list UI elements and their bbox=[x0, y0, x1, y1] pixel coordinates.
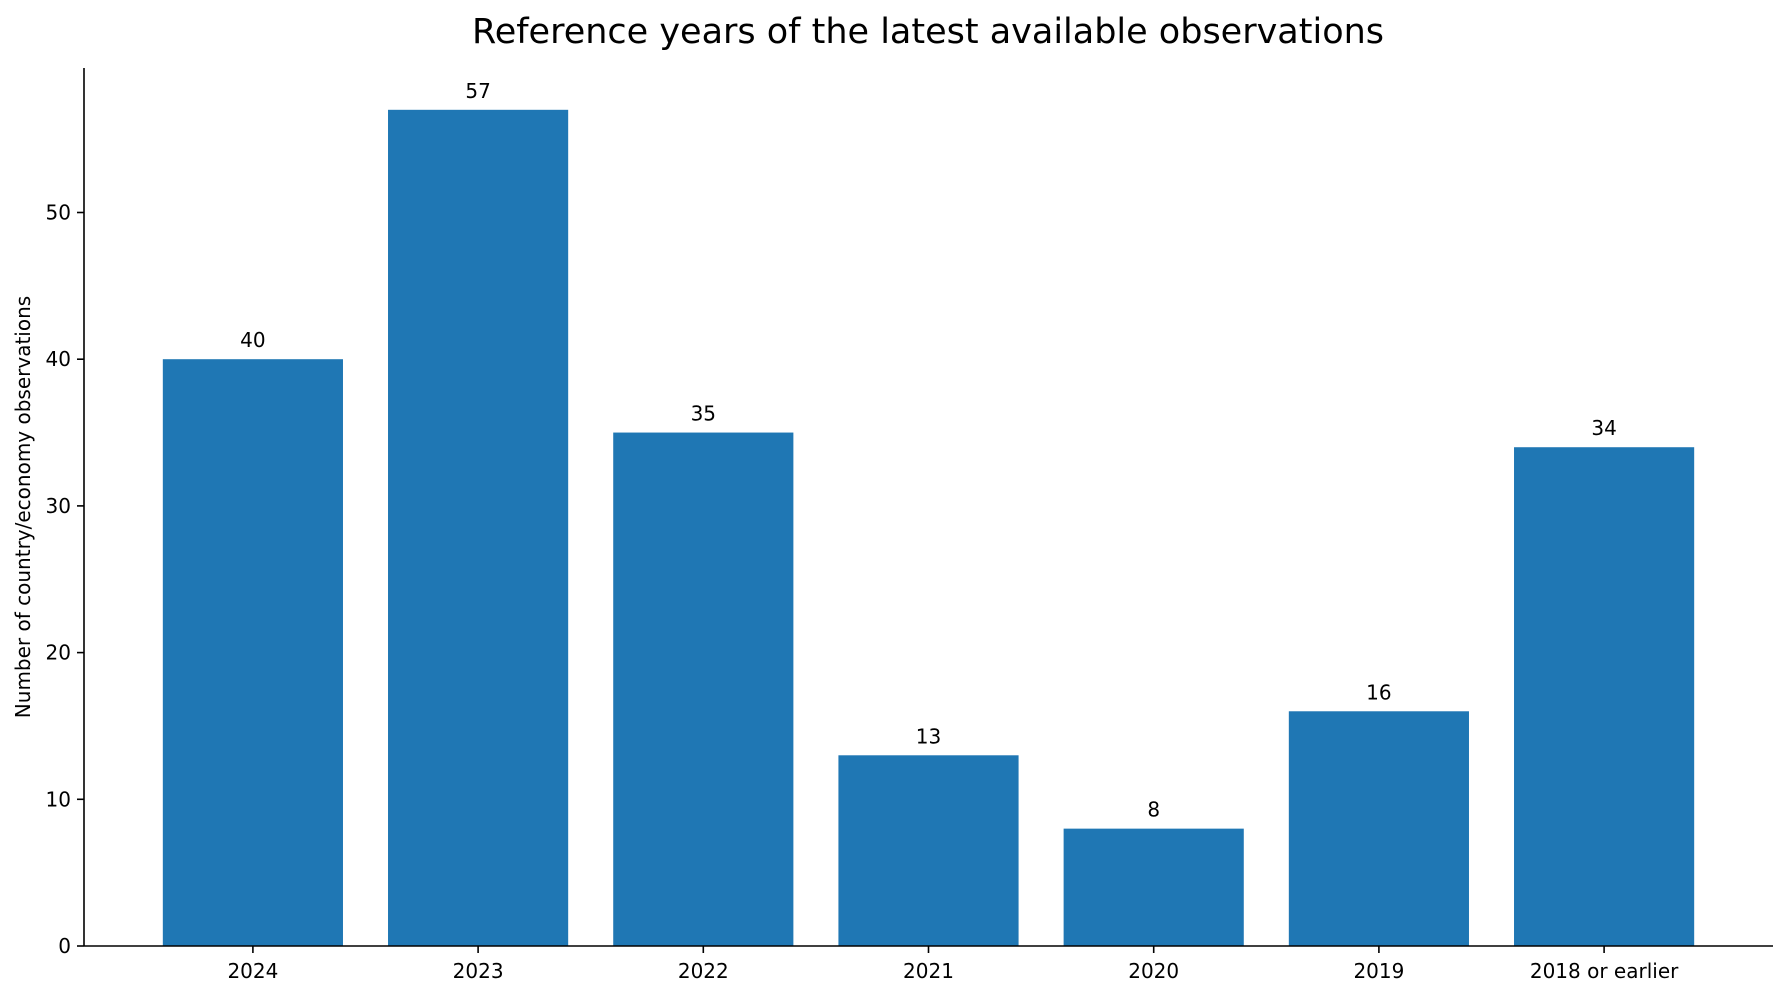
y-tick-label: 50 bbox=[46, 201, 71, 225]
data-label-2018-or-earlier: 34 bbox=[1591, 416, 1616, 440]
y-tick-label: 0 bbox=[58, 934, 71, 958]
x-tick-label: 2019 bbox=[1353, 959, 1404, 983]
x-tick-label: 2024 bbox=[227, 959, 278, 983]
bar-2019 bbox=[1288, 711, 1469, 946]
x-tick-label: 2018 or earlier bbox=[1530, 959, 1679, 983]
bars-group bbox=[162, 109, 1695, 946]
x-tick-label: 2023 bbox=[453, 959, 504, 983]
bar-2020 bbox=[1063, 828, 1244, 946]
x-axis-ticks: 2024 2023 2022 2021 2020 2019 2018 or earlier bbox=[227, 946, 1679, 983]
data-labels-group: 40 57 35 13 8 16 34 bbox=[240, 79, 1617, 822]
bar-2018-or-earlier bbox=[1514, 447, 1695, 946]
y-axis-label: Number of country/economy observations bbox=[11, 296, 35, 718]
data-label-2023: 57 bbox=[465, 79, 490, 103]
bar-2021 bbox=[838, 755, 1019, 946]
data-label-2019: 16 bbox=[1366, 680, 1391, 704]
chart-title: Reference years of the latest available … bbox=[472, 12, 1384, 52]
data-label-2024: 40 bbox=[240, 328, 265, 352]
y-tick-label: 20 bbox=[46, 641, 71, 665]
data-label-2022: 35 bbox=[691, 402, 716, 426]
x-tick-label: 2021 bbox=[903, 959, 954, 983]
y-axis-ticks: 0 10 20 30 40 50 bbox=[46, 201, 84, 958]
y-tick-label: 30 bbox=[46, 494, 71, 518]
y-tick-label: 40 bbox=[46, 347, 71, 371]
bar-2022 bbox=[613, 432, 794, 946]
bar-2024 bbox=[162, 359, 343, 946]
data-label-2021: 13 bbox=[916, 724, 941, 748]
data-label-2020: 8 bbox=[1147, 798, 1160, 822]
x-tick-label: 2022 bbox=[678, 959, 729, 983]
y-tick-label: 10 bbox=[46, 787, 71, 811]
bar-2023 bbox=[388, 109, 569, 946]
x-tick-label: 2020 bbox=[1128, 959, 1179, 983]
